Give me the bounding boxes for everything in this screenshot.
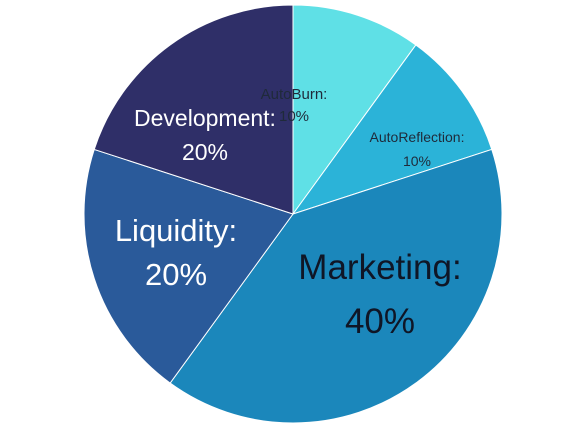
labels-layer: AutoBurn: 10% AutoReflection: 10% Marketing:… (115, 86, 465, 341)
pie-slice-liquidity (83, 148, 294, 384)
slices-layer (83, 4, 503, 424)
slice-value-label: 10% (279, 108, 309, 125)
pie-slice-autoburn (292, 4, 417, 216)
slice-value-label: 10% (403, 153, 431, 169)
slice-label: Development: (134, 105, 276, 131)
slice-value-label: 40% (345, 302, 415, 341)
slice-label: AutoReflection: (370, 129, 465, 145)
pie-slice-development (93, 4, 294, 215)
slice-label: Liquidity: (115, 213, 237, 248)
pie-slice-autoreflection (291, 44, 493, 215)
pie-slice-marketing (169, 148, 503, 424)
slice-value-label: 20% (182, 139, 228, 165)
slice-label: Marketing: (298, 248, 461, 287)
slice-label: AutoBurn: (261, 86, 328, 103)
slice-value-label: 20% (145, 257, 207, 292)
